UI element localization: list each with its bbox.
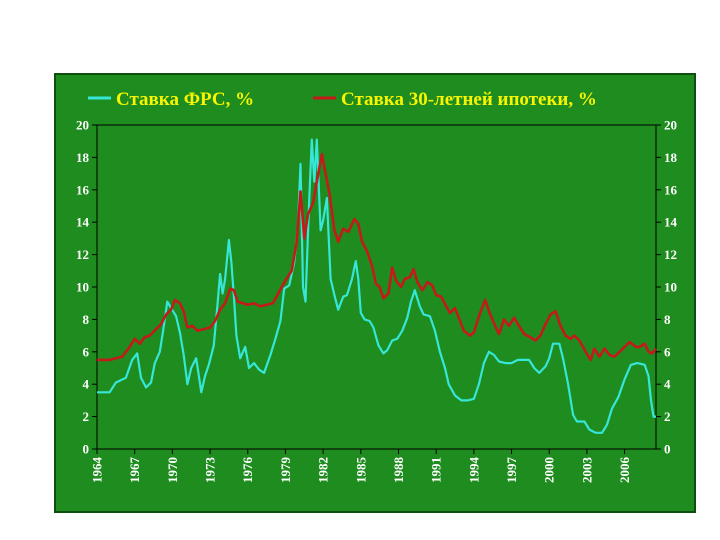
y-tick-label-left: 14 [76,215,90,230]
x-tick-label: 2006 [617,457,632,484]
y-tick-label-right: 20 [664,118,677,133]
y-tick-label-right: 4 [664,377,671,392]
y-tick-label-left: 20 [76,118,89,133]
y-tick-label-right: 0 [664,442,671,457]
y-tick-label-left: 4 [83,377,90,392]
x-tick-label: 2003 [579,457,594,484]
y-tick-label-right: 12 [664,247,677,262]
x-tick-label: 2000 [542,457,557,483]
x-tick-label: 1994 [466,457,481,484]
x-tick-label: 1988 [391,457,406,484]
y-tick-label-right: 2 [664,409,671,424]
series-layer [97,138,658,434]
x-tick-label: 1964 [90,457,105,484]
plot-frame [96,124,657,450]
x-tick-label: 1970 [165,457,180,483]
y-tick-label-left: 8 [83,312,90,327]
x-tick-label: 1997 [504,457,519,484]
line-chart: Ставка ФРС, % Ставка 30-летней ипотеки, … [76,89,678,484]
series-line-mortgage-rate [97,152,658,362]
x-tick-label: 1991 [429,457,444,483]
legend-label-fed-rate: Ставка ФРС, % [116,89,254,110]
axes: 0 0 2 2 4 4 6 6 8 8 10 10 12 12 14 14 16 16 18 18 20 20 1964 19… [76,118,678,484]
y-tick-label-left: 6 [83,344,90,359]
chart-panel: Ставка ФРС, % Ставка 30-летней ипотеки, … [54,73,696,513]
x-tick-label: 1967 [127,457,142,484]
x-tick-label: 1973 [203,457,218,484]
y-tick-label-right: 8 [664,312,671,327]
legend: Ставка ФРС, % Ставка 30-летней ипотеки, … [88,89,597,110]
y-tick-label-left: 18 [76,150,90,165]
y-tick-label-left: 10 [76,280,89,295]
legend-label-mortgage-rate: Ставка 30-летней ипотеки, % [341,89,597,110]
x-tick-label: 1976 [240,457,255,484]
y-tick-label-left: 0 [83,442,90,457]
x-tick-label: 1985 [353,457,368,484]
y-tick-label-right: 18 [664,150,678,165]
series-line-fed-rate [97,138,656,434]
y-tick-label-right: 10 [664,280,677,295]
x-tick-label: 1979 [278,457,293,484]
y-tick-label-left: 16 [76,182,90,197]
y-tick-label-right: 16 [664,182,678,197]
y-tick-label-left: 2 [83,409,90,424]
x-tick-label: 1982 [316,457,331,483]
y-tick-label-left: 12 [76,247,89,262]
y-tick-label-right: 6 [664,344,671,359]
y-tick-label-right: 14 [664,215,678,230]
